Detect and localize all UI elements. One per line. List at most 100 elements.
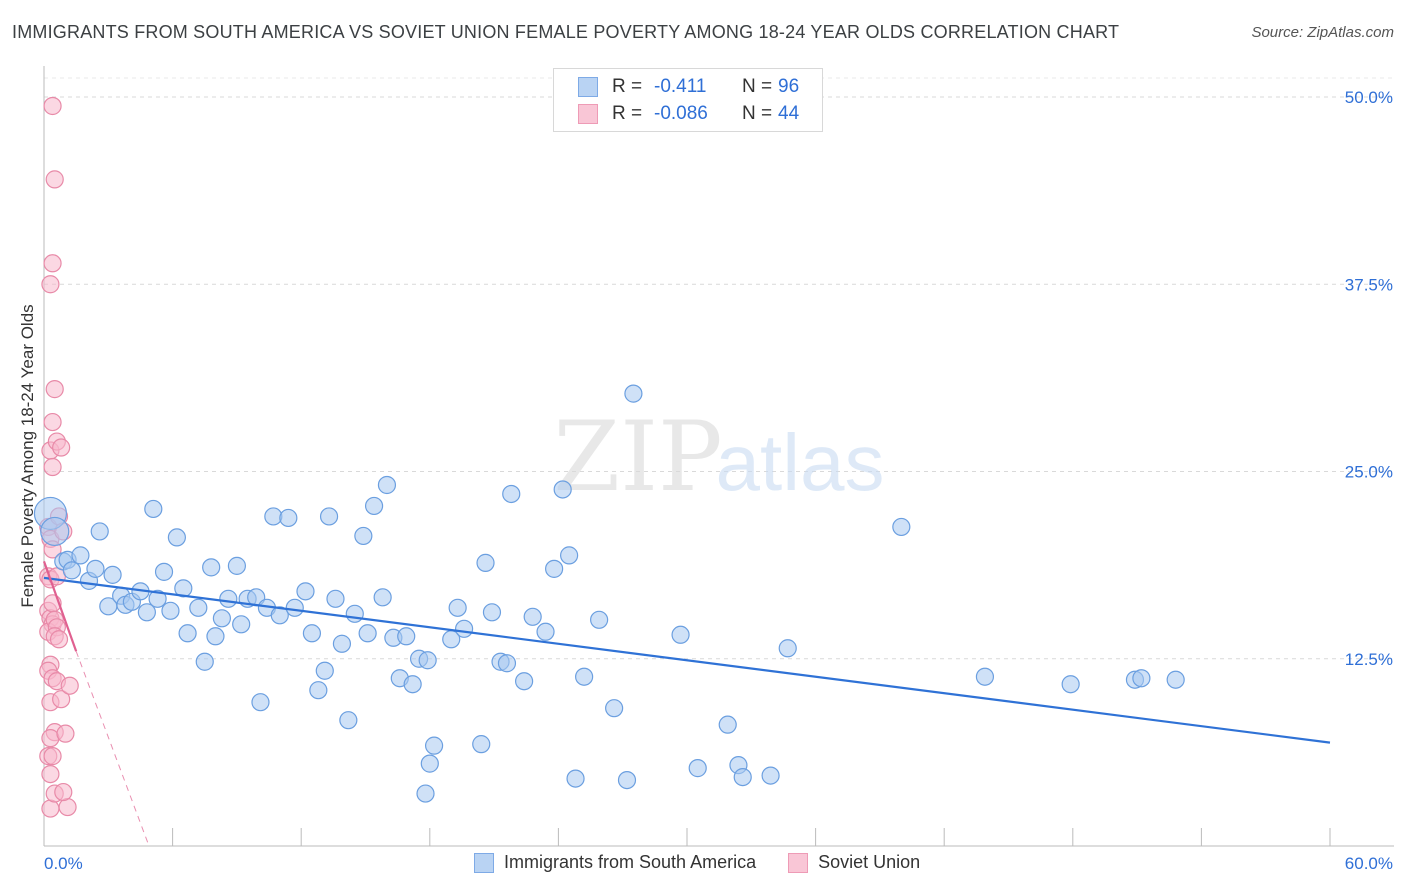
south-america-point [264,507,283,526]
soviet-union-point [43,254,62,273]
south-america-point [560,546,579,565]
legend-item-soviet-union: Soviet Union [788,852,920,873]
axes [43,66,1394,847]
south-america-point [497,654,517,673]
y-tick-label: 50.0% [1345,88,1393,107]
south-america-point [195,652,214,671]
chart-title: IMMIGRANTS FROM SOUTH AMERICA VS SOVIET … [12,22,1120,42]
soviet-union-point [45,380,64,399]
south-america-point [71,546,90,565]
south-america-point [285,598,304,617]
soviet-union-point [41,275,60,294]
south-america-point [161,601,180,620]
south-america-point [975,667,995,686]
south-america-point [553,480,572,499]
south-america-point [536,622,555,641]
soviet-union-point [52,690,71,709]
soviet-union-point [43,457,62,477]
south-america-point [178,624,197,643]
y-axis-label: Female Poverty Among 18-24 Year Olds [18,304,37,608]
south-america-point [358,624,377,643]
legend-row-soviet-union: R = -0.086 N = 44 [578,101,799,127]
soviet-union-point [43,96,62,116]
x-tick-label-min: 0.0% [44,854,83,873]
blue-swatch [578,77,598,97]
n-label: N = [742,103,773,124]
soviet-union-trend-extension [75,651,150,847]
gridlines [44,77,1394,660]
x-tick-labels: 0.0% 60.0% [44,854,1393,873]
south-america-point [137,603,156,622]
legend-row-south-america: R = -0.411 N = 96 [578,74,799,100]
legend-label: Soviet Union [818,852,921,872]
south-america-point [373,588,392,607]
soviet-union-point [41,729,60,748]
south-america-point [212,609,231,628]
south-america-point [624,384,643,403]
south-america-point [733,767,752,787]
r-value: -0.411 [654,76,707,97]
south-america-trend [43,576,1331,744]
south-america-point [424,736,444,755]
south-america-point [502,484,521,504]
source-label: Source: ZipAtlas.com [1251,24,1394,41]
south-america-point [86,559,105,578]
south-america-point [174,579,193,598]
y-tick-label: 12.5% [1345,650,1393,669]
watermark: ZIP atlas [553,401,884,513]
y-tick-label: 37.5% [1345,275,1393,294]
south-america-point [332,634,352,653]
soviet-union-point [41,799,60,818]
south-america-point [403,675,422,694]
south-america-point [617,770,637,790]
trend-lines [42,561,1331,847]
south-america-point [575,667,594,686]
south-america-point [296,582,315,601]
south-america-point [354,526,373,546]
bottom-legend: Immigrants from South America Soviet Uni… [474,852,952,873]
stats-legend: R = -0.411 N = 96 R = -0.086 N = 44 [553,68,823,132]
r-label: R = [612,103,643,124]
south-america-point [219,589,238,608]
south-america-point [154,562,174,581]
south-america-point [206,627,225,646]
south-america-point [90,522,109,541]
south-america-point [454,619,474,638]
south-america-point [482,603,502,622]
y-tick-label: 25.0% [1345,463,1393,482]
south-america-point [1166,670,1185,689]
soviet-union-point [41,764,60,784]
south-america-point [416,784,435,803]
south-america-point [566,769,585,788]
south-america-point [605,699,624,718]
south-america-point [148,589,167,608]
south-america-point [418,651,437,670]
watermark-atlas: atlas [716,418,885,507]
south-america-point [377,475,397,495]
soviet-union-point [43,412,62,432]
legend-label: Immigrants from South America [504,852,757,872]
soviet-union-point [52,438,71,457]
south-america-point [315,661,334,680]
soviet-union-point [49,630,69,649]
legend-item-south-america: Immigrants from South America [474,852,756,873]
south-america-point [364,496,384,516]
south-america-point [270,606,289,625]
y-tick-labels: 12.5% 25.0% 37.5% 50.0% [1345,88,1393,669]
n-value: 96 [778,76,800,97]
south-america-point [397,627,416,646]
south-america-point [1132,669,1151,688]
south-america-point [472,735,491,754]
x-tick-label-max: 60.0% [1345,854,1393,873]
south-america-point [279,508,298,528]
south-america-point [671,625,690,644]
soviet-union-trend [42,561,78,652]
pink-swatch [788,852,809,873]
south-america-point [103,565,122,584]
south-america-point [62,561,81,580]
south-america-point [326,589,345,608]
soviet-union-point [60,676,79,695]
south-america-point [167,528,186,547]
south-america-point [778,639,797,658]
south-america-point [523,607,542,626]
